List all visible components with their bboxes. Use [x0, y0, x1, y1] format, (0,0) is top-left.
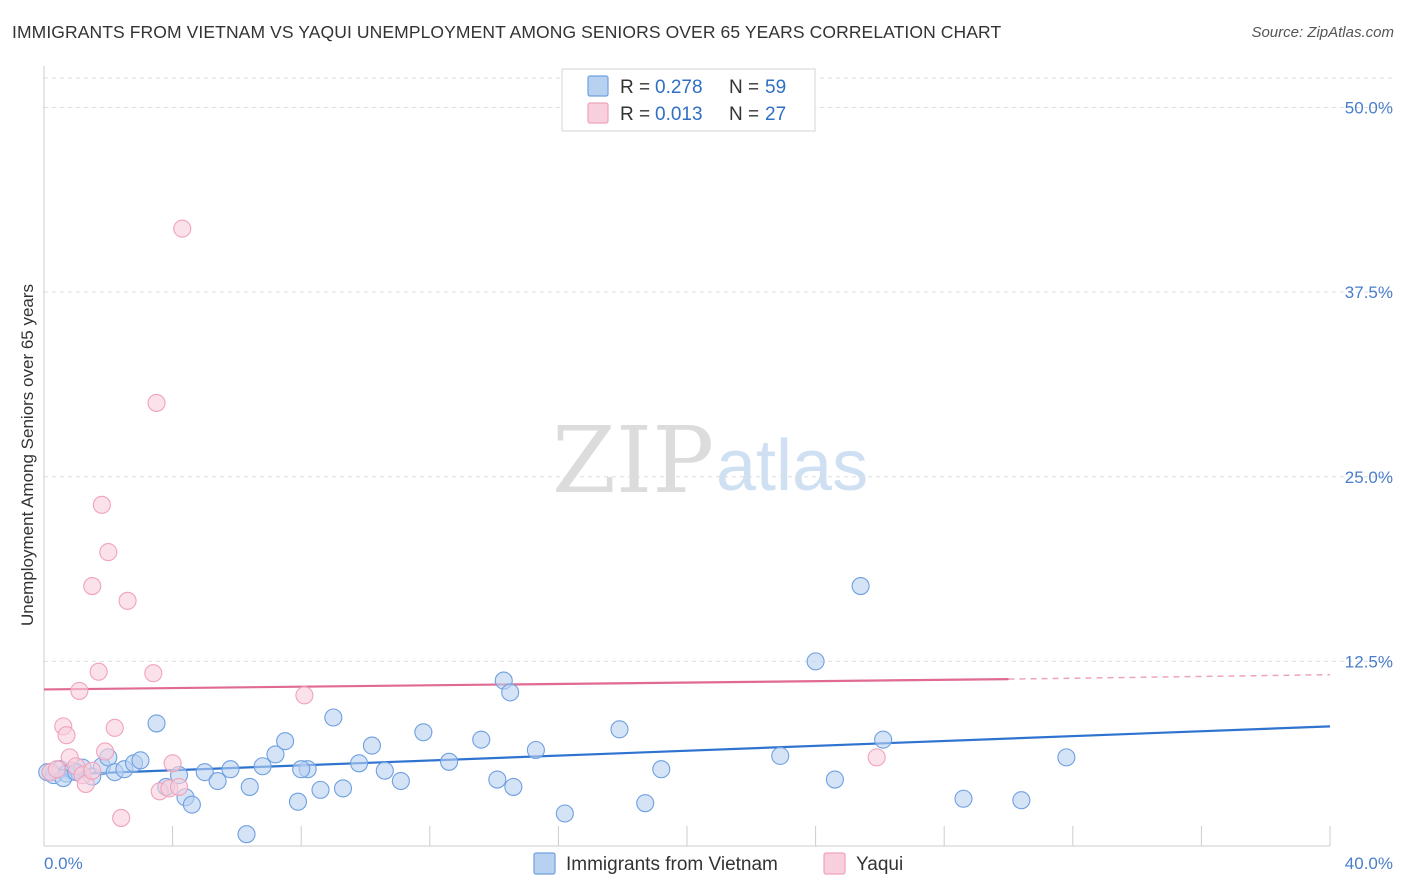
series-legend-label-yaqui: Yaqui [856, 854, 903, 875]
legend-n-value: 59 [765, 77, 786, 98]
grid [44, 77, 1393, 662]
yaqui-point [92, 495, 111, 514]
vietnam-point [292, 760, 311, 779]
vietnam-point [806, 652, 825, 671]
yaqui-point [118, 591, 137, 610]
vietnam-point [182, 795, 201, 814]
vietnam-point [324, 708, 343, 727]
yaqui-point [47, 760, 66, 779]
vietnam-point [488, 770, 507, 789]
watermark-zip: ZIP [552, 407, 714, 514]
trend-line-yaqui [43, 678, 1009, 691]
legend-n-label: N = [729, 77, 759, 98]
series-legend-label-vietnam: Immigrants from Vietnam [566, 854, 778, 875]
legend-r-label: R = [620, 77, 650, 98]
vietnam-point [771, 746, 790, 765]
vietnam-point [350, 754, 369, 773]
correlation-legend: R = 0.278 N = 59 R = 0.013 N = 27 [561, 68, 816, 132]
vietnam-point [333, 779, 353, 798]
vietnam-point [276, 732, 295, 751]
vietnam-point [1012, 791, 1031, 810]
vietnam-point [636, 794, 655, 813]
y-tick-label: 12.5% [1345, 652, 1393, 671]
vietnam-point [440, 752, 459, 771]
vietnam-point [610, 720, 629, 739]
vietnam-point [221, 760, 240, 779]
series-legend: Immigrants from Vietnam Yaqui [533, 852, 903, 875]
y-tick-label: 37.5% [1345, 283, 1393, 302]
trend-lines [43, 673, 1331, 777]
legend-r-value: 0.278 [655, 77, 703, 98]
legend-r-value: 0.013 [655, 104, 703, 125]
yaqui-point [96, 742, 115, 761]
yaqui-point [83, 577, 102, 596]
vietnam-point [208, 771, 227, 791]
source-label: Source: ZipAtlas.com [1251, 24, 1394, 41]
yaqui-point [112, 808, 131, 827]
x-tick-label-max: 40.0% [1345, 854, 1393, 873]
vietnam-point [851, 577, 870, 596]
yaqui-point [89, 662, 108, 681]
series-legend-swatch-vietnam [533, 852, 556, 875]
vietnam-point [652, 760, 671, 779]
yaqui-point [105, 718, 124, 737]
vietnam-point [414, 723, 433, 742]
yaqui-point [147, 393, 166, 412]
watermark: ZIP atlas [552, 407, 868, 514]
legend-n-label: N = [729, 104, 759, 125]
legend-swatch-yaqui [587, 102, 609, 124]
y-tick-labels: 12.5% 25.0% 37.5% 50.0% [1345, 99, 1393, 672]
vietnam-point [253, 757, 272, 776]
axes [43, 66, 1331, 847]
yaqui-point [70, 681, 89, 700]
legend-n-value: 27 [765, 104, 786, 125]
watermark-atlas: atlas [716, 426, 868, 506]
yaqui-point [99, 543, 118, 562]
data-points [38, 219, 1076, 844]
vietnam-point [1057, 748, 1076, 767]
yaqui-point [169, 777, 189, 796]
trend-line-extension [1008, 673, 1331, 680]
vietnam-point [391, 771, 410, 791]
vietnam-point [874, 730, 893, 749]
vietnam-point [375, 761, 394, 780]
vietnam-point [555, 804, 574, 823]
vietnam-point [237, 825, 256, 844]
yaqui-point [144, 664, 163, 683]
vietnam-point [501, 683, 520, 702]
chart-title: IMMIGRANTS FROM VIETNAM VS YAQUI UNEMPLO… [12, 22, 1002, 42]
vietnam-point [526, 740, 545, 760]
yaqui-point [295, 686, 314, 705]
yaqui-point [83, 761, 102, 780]
vietnam-point [288, 792, 308, 811]
series-legend-swatch-yaqui [823, 852, 846, 875]
yaqui-point [867, 748, 886, 767]
legend-r-label: R = [620, 104, 650, 125]
yaqui-point [57, 726, 76, 745]
y-tick-label: 25.0% [1345, 468, 1393, 487]
vietnam-point [195, 763, 214, 782]
yaqui-point [163, 754, 182, 773]
y-tick-label: 50.0% [1345, 99, 1393, 118]
legend-swatch-vietnam [587, 75, 609, 97]
vietnam-point [504, 777, 523, 796]
vietnam-point [954, 789, 973, 808]
x-tick-label-min: 0.0% [44, 854, 83, 873]
vietnam-point [131, 751, 150, 770]
yaqui-point [173, 219, 192, 238]
vietnam-point [147, 714, 166, 733]
vietnam-point [825, 770, 844, 789]
vietnam-point [472, 730, 491, 749]
vietnam-point [240, 777, 259, 796]
vietnam-point [362, 736, 381, 755]
vietnam-point [266, 745, 285, 764]
vietnam-point [311, 780, 330, 799]
